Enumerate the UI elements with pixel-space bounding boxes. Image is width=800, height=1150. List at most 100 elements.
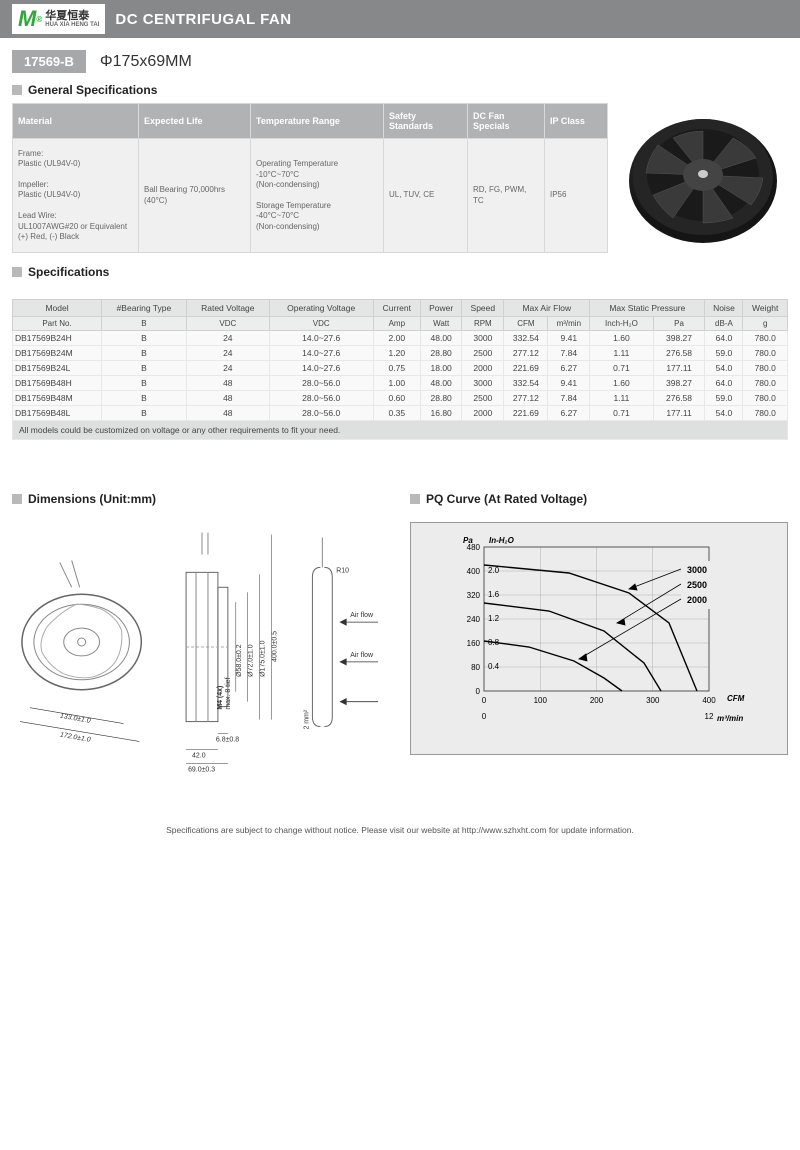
- section-general: General Specifications: [28, 83, 157, 97]
- spec-cell: 18.00: [420, 361, 461, 376]
- svg-text:200: 200: [590, 696, 604, 705]
- section-dim: Dimensions (Unit:mm): [28, 492, 156, 506]
- svg-text:320: 320: [467, 591, 481, 600]
- section-pq: PQ Curve (At Rated Voltage): [426, 492, 587, 506]
- gen-header: Material: [13, 104, 139, 139]
- spec-header: Current: [373, 300, 420, 317]
- svg-text:Air flow: Air flow: [350, 612, 374, 619]
- spec-cell: 780.0: [743, 346, 788, 361]
- spec-cell: DB17569B24M: [13, 346, 102, 361]
- spec-cell: DB17569B48H: [13, 376, 102, 391]
- table-row: DB17569B24HB2414.0~27.62.0048.003000332.…: [13, 331, 788, 346]
- spec-cell: 9.41: [548, 376, 590, 391]
- spec-subheader: Amp: [373, 317, 420, 331]
- svg-text:240: 240: [467, 615, 481, 624]
- svg-text:Pa: Pa: [463, 536, 473, 545]
- gen-header: DC Fan Specials: [468, 104, 545, 139]
- spec-cell: 48.00: [420, 376, 461, 391]
- cell-specials: RD, FG, PWM, TC: [468, 139, 545, 253]
- spec-subheader: B: [102, 317, 187, 331]
- svg-text:80: 80: [471, 663, 480, 672]
- svg-text:In-H₂O: In-H₂O: [489, 536, 515, 545]
- spec-header: Model: [13, 300, 102, 317]
- spec-header: Speed: [462, 300, 504, 317]
- spec-cell: 780.0: [743, 376, 788, 391]
- svg-text:100: 100: [534, 696, 548, 705]
- spec-cell: 277.12: [504, 346, 548, 361]
- spec-cell: 64.0: [705, 331, 743, 346]
- svg-text:1.2: 1.2: [488, 614, 500, 623]
- logo: M ® 华夏恒泰 HUA XIA HENG TAI: [12, 4, 105, 34]
- spec-cell: 1.20: [373, 346, 420, 361]
- spec-cell: 1.11: [590, 346, 653, 361]
- table-row: DB17569B24MB2414.0~27.61.2028.802500277.…: [13, 346, 788, 361]
- section-marker-icon: [12, 267, 22, 277]
- logo-m: M: [18, 6, 36, 32]
- svg-text:300: 300: [646, 696, 660, 705]
- logo-cn: 华夏恒泰: [45, 11, 99, 22]
- svg-text:12: 12: [705, 712, 714, 721]
- spec-cell: 177.11: [653, 361, 705, 376]
- spec-cell: 332.54: [504, 331, 548, 346]
- spec-cell: 7.84: [548, 391, 590, 406]
- svg-text:69.0±0.3: 69.0±0.3: [188, 766, 215, 772]
- pq-chart: 080160240320400480 0.40.81.21.62.0 01002…: [410, 522, 788, 755]
- spec-header: #Bearing Type: [102, 300, 187, 317]
- dimension-title: Φ175x69MM: [100, 53, 192, 71]
- gen-header: Temperature Range: [251, 104, 384, 139]
- spec-cell: DB17569B24L: [13, 361, 102, 376]
- spec-cell: 1.00: [373, 376, 420, 391]
- spec-cell: 398.27: [653, 331, 705, 346]
- spec-cell: 276.58: [653, 346, 705, 361]
- spec-cell: B: [102, 406, 187, 421]
- table-row: DB17569B48MB4828.0~56.00.6028.802500277.…: [13, 391, 788, 406]
- spec-cell: 780.0: [743, 391, 788, 406]
- spec-subheader: VDC: [186, 317, 269, 331]
- spec-subheader: Inch-H₂O: [590, 317, 653, 331]
- spec-cell: 221.69: [504, 361, 548, 376]
- cell-ip: IP56: [545, 139, 608, 253]
- gen-header: Safety Standards: [384, 104, 468, 139]
- spec-cell: DB17569B48L: [13, 406, 102, 421]
- spec-cell: 780.0: [743, 331, 788, 346]
- spec-cell: 48: [186, 391, 269, 406]
- spec-cell: DB17569B24H: [13, 331, 102, 346]
- svg-text:3000: 3000: [687, 565, 707, 575]
- spec-cell: 28.80: [420, 391, 461, 406]
- spec-subheader: dB-A: [705, 317, 743, 331]
- spec-cell: 2000: [462, 406, 504, 421]
- spec-cell: 7.84: [548, 346, 590, 361]
- svg-text:2.0: 2.0: [488, 566, 500, 575]
- svg-text:400.0±0.5: 400.0±0.5: [272, 631, 279, 662]
- spec-cell: 780.0: [743, 406, 788, 421]
- spec-cell: B: [102, 361, 187, 376]
- spec-cell: 48: [186, 376, 269, 391]
- spec-cell: 0.60: [373, 391, 420, 406]
- svg-text:max. 8 tief: max. 8 tief: [225, 678, 232, 710]
- spec-cell: 1.60: [590, 331, 653, 346]
- section-marker-icon: [12, 494, 22, 504]
- spec-cell: 1.11: [590, 391, 653, 406]
- spec-cell: 64.0: [705, 376, 743, 391]
- spec-cell: 277.12: [504, 391, 548, 406]
- table-row: DB17569B24LB2414.0~27.60.7518.002000221.…: [13, 361, 788, 376]
- svg-text:0: 0: [482, 712, 487, 721]
- table-row: DB17569B48HB4828.0~56.01.0048.003000332.…: [13, 376, 788, 391]
- spec-cell: 3000: [462, 376, 504, 391]
- spec-cell: 0.71: [590, 406, 653, 421]
- spec-cell: 332.54: [504, 376, 548, 391]
- svg-text:2500: 2500: [687, 580, 707, 590]
- spec-cell: 1.60: [590, 376, 653, 391]
- spec-cell: 2000: [462, 361, 504, 376]
- svg-text:133.0±1.0: 133.0±1.0: [59, 713, 91, 725]
- gen-header: IP Class: [545, 104, 608, 139]
- spec-cell: B: [102, 346, 187, 361]
- spec-cell: 14.0~27.6: [269, 346, 373, 361]
- spec-cell: 276.58: [653, 391, 705, 406]
- spec-cell: B: [102, 391, 187, 406]
- svg-text:0: 0: [482, 696, 487, 705]
- svg-text:2 mm²: 2 mm²: [303, 709, 310, 729]
- cell-temp: Operating Temperature -10°C~70°C (Non-co…: [251, 139, 384, 253]
- spec-subheader: g: [743, 317, 788, 331]
- spec-cell: 2500: [462, 391, 504, 406]
